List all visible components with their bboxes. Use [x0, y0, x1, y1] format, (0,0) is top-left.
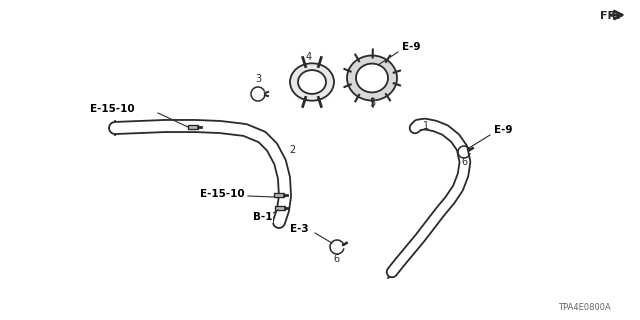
Bar	[188, 125, 198, 129]
Ellipse shape	[356, 64, 388, 92]
Text: 6: 6	[333, 254, 339, 264]
Bar	[275, 206, 285, 210]
Text: E-15-10: E-15-10	[200, 189, 244, 199]
Bar	[274, 193, 284, 197]
Text: 2: 2	[289, 145, 295, 155]
Text: E-9: E-9	[402, 42, 420, 52]
Text: 5: 5	[369, 98, 375, 108]
Text: B-1: B-1	[253, 212, 273, 222]
Text: FR.: FR.	[600, 11, 621, 21]
Ellipse shape	[290, 63, 334, 101]
Text: 6: 6	[461, 157, 467, 167]
Text: E-9: E-9	[494, 125, 513, 135]
Ellipse shape	[298, 70, 326, 94]
Text: TPA4E0800A: TPA4E0800A	[558, 303, 611, 312]
Text: E-15-10: E-15-10	[90, 104, 134, 114]
Text: 1: 1	[423, 121, 429, 131]
Text: E-3: E-3	[290, 224, 308, 234]
Text: 3: 3	[255, 74, 261, 84]
Ellipse shape	[347, 55, 397, 100]
Text: 4: 4	[306, 52, 312, 62]
